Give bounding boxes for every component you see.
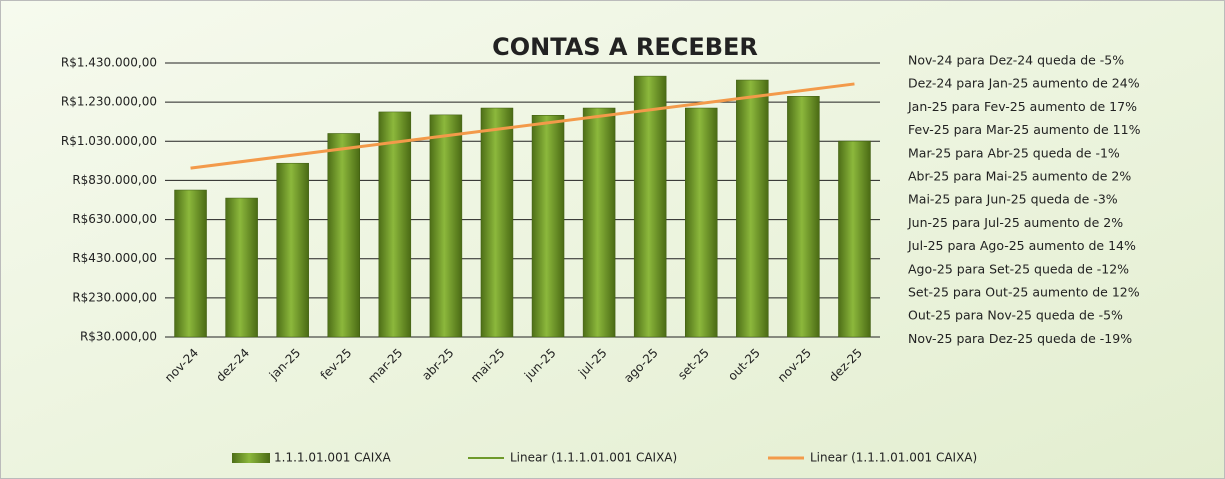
- y-tick-label: R$430.000,00: [72, 251, 157, 265]
- bar: [787, 96, 820, 338]
- trend-line: [190, 82, 855, 170]
- legend-swatch: [232, 453, 270, 463]
- bar: [378, 111, 412, 338]
- bar: [327, 133, 360, 338]
- annotation: Nov-24 para Dez-24 queda de -5%: [908, 53, 1124, 68]
- bar: [838, 140, 871, 338]
- annotation: Jan-25 para Fev-25 aumento de 17%: [907, 99, 1137, 114]
- annotation: Jul-25 para Ago-25 aumento de 14%: [907, 238, 1136, 253]
- chart-title: CONTAS A RECEBER: [492, 33, 758, 61]
- annotation: Ago-25 para Set-25 queda de -12%: [908, 261, 1129, 276]
- y-tick-label: R$1.430.000,00: [61, 56, 157, 70]
- bar: [633, 75, 667, 338]
- bar: [276, 162, 309, 338]
- y-tick-label: R$230.000,00: [72, 290, 157, 304]
- y-tick-label: R$1.230.000,00: [61, 95, 157, 109]
- annotation: Abr-25 para Mai-25 aumento de 2%: [908, 169, 1131, 184]
- annotation: Set-25 para Out-25 aumento de 12%: [908, 285, 1140, 300]
- bar: [736, 79, 769, 338]
- bar: [685, 107, 718, 338]
- annotation: Jun-25 para Jul-25 aumento de 2%: [907, 215, 1123, 230]
- y-tick-label: R$830.000,00: [72, 173, 157, 187]
- legend-label: Linear (1.1.1.01.001 CAIXA): [510, 451, 677, 465]
- bar: [429, 114, 463, 338]
- annotation: Mar-25 para Abr-25 queda de -1%: [908, 145, 1120, 160]
- annotation: Fev-25 para Mar-25 aumento de 11%: [908, 122, 1141, 137]
- annotation: Dez-24 para Jan-25 aumento de 24%: [908, 76, 1140, 91]
- y-tick-label: R$1.030.000,00: [61, 134, 157, 148]
- bar: [582, 107, 616, 338]
- annotation: Out-25 para Nov-25 queda de -5%: [908, 308, 1123, 323]
- y-tick-label: R$630.000,00: [72, 212, 157, 226]
- annotation: Nov-25 para Dez-25 queda de -19%: [908, 331, 1132, 346]
- bar: [531, 115, 565, 338]
- bar: [480, 107, 514, 338]
- bar: [174, 189, 207, 338]
- bar: [225, 197, 258, 338]
- annotation: Mai-25 para Jun-25 queda de -3%: [908, 192, 1118, 207]
- legend-label: 1.1.1.01.001 CAIXA: [274, 451, 391, 465]
- legend-label: Linear (1.1.1.01.001 CAIXA): [810, 451, 977, 465]
- y-tick-label: R$30.000,00: [80, 330, 157, 344]
